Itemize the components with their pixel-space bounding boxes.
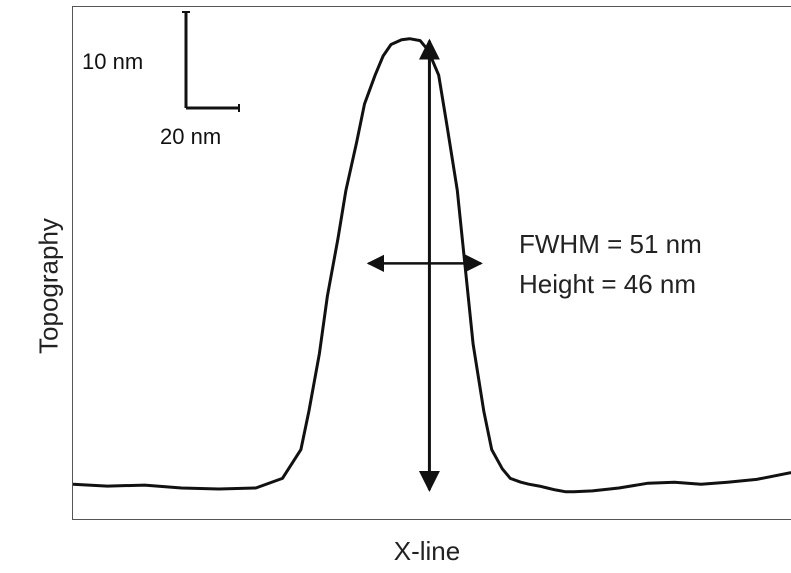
fwhm-annotation: FWHM = 51 nm — [519, 229, 702, 259]
scale-bar-horizontal-label: 20 nm — [160, 124, 222, 149]
scale-bar-vertical-label: 10 nm — [82, 49, 144, 74]
height-annotation: Height = 46 nm — [519, 269, 697, 299]
plot-frame — [72, 6, 791, 520]
y-axis-label: Topography — [33, 218, 64, 354]
series-line-topography — [72, 37, 791, 494]
x-axis-label: X-line — [393, 536, 461, 566]
